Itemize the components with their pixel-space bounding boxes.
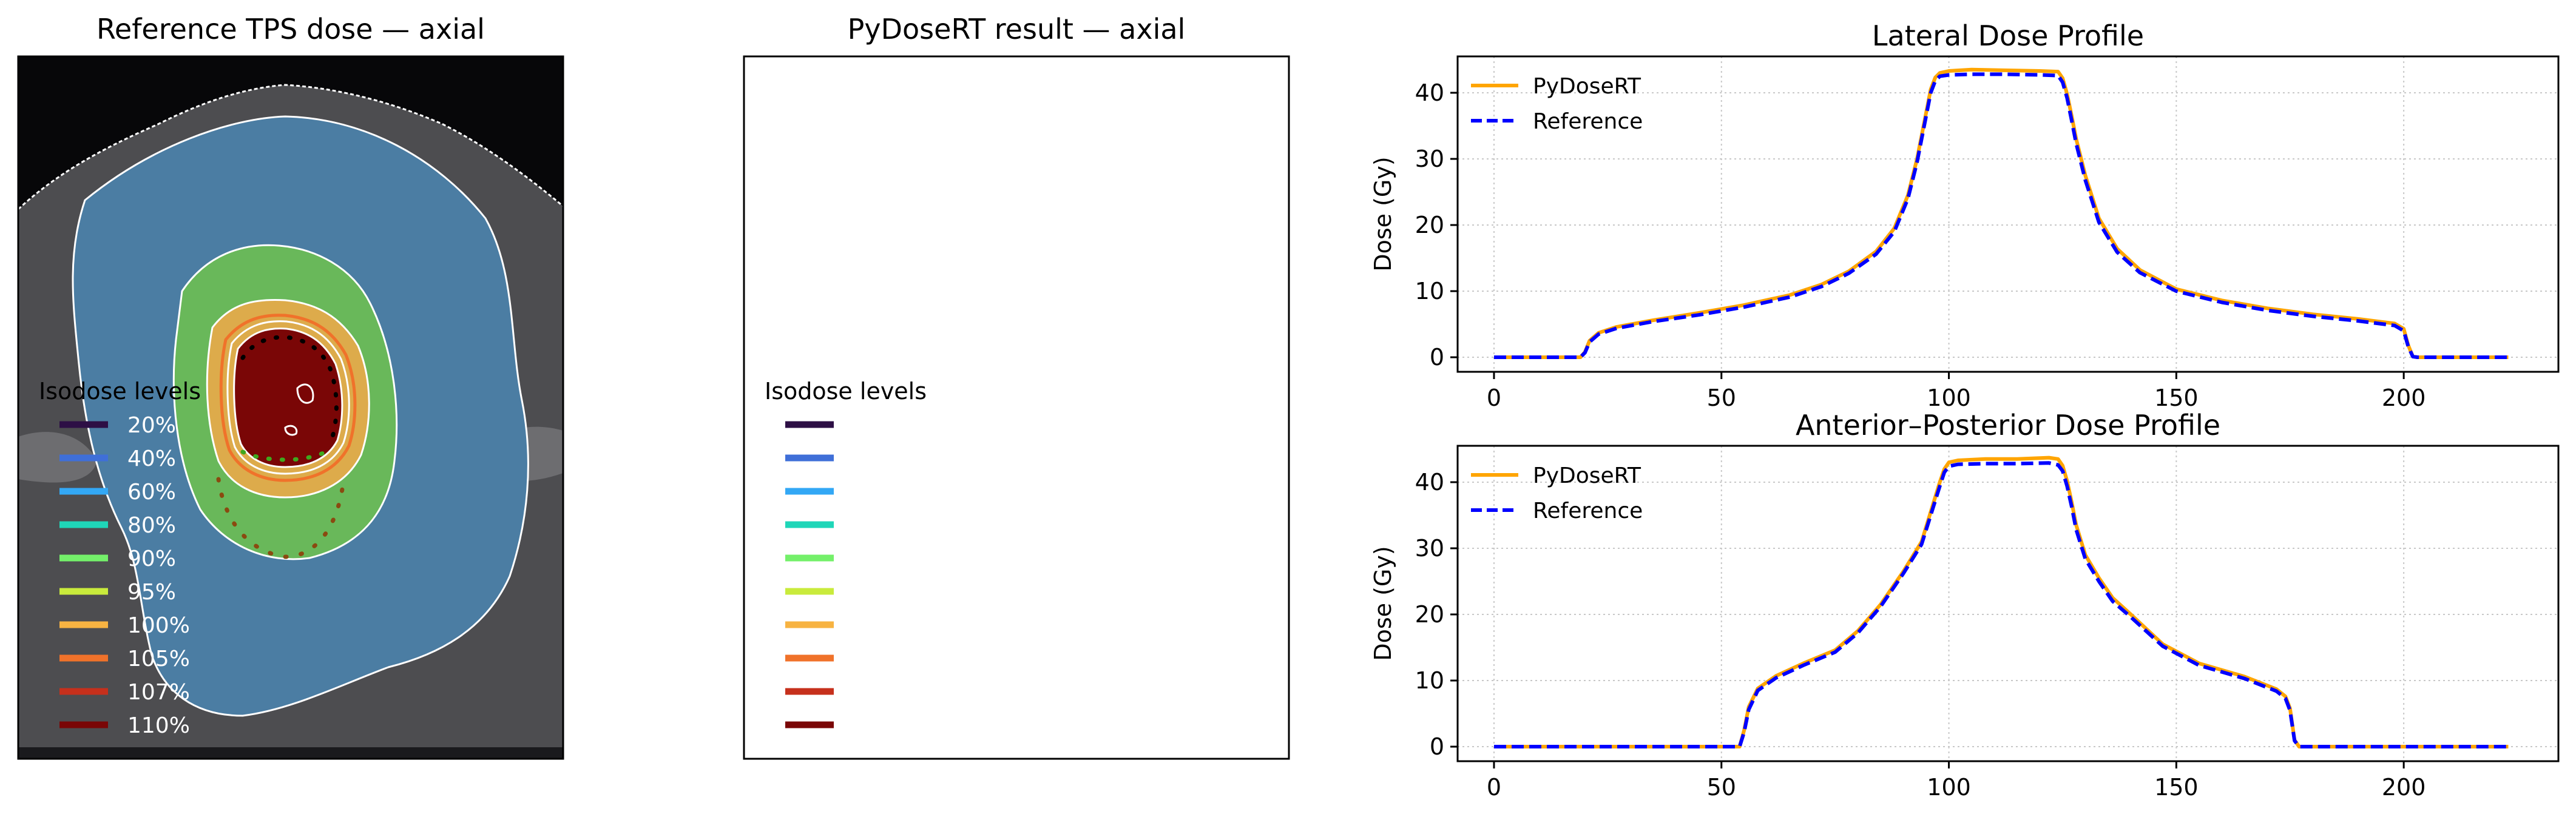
x-tick-label: 50 [1707,774,1736,801]
y-axis-label: Dose (Gy) [1370,156,1396,271]
isodose-legend: Isodose levels 20% 40% 60% 80% 90% 95% 100% 105%… [765,378,927,738]
x-tick-label: 50 [1707,385,1736,411]
isodose-label-105: 105% [853,647,916,671]
isodose-label-100: 100% [127,613,190,638]
series-group [1494,456,2509,748]
series-line-pydosert [1494,67,2509,359]
x-tick-label: 0 [1487,774,1501,801]
isodose-label-110: 110% [127,713,190,738]
y-tick-label: 20 [1415,212,1444,238]
x-tick-label: 200 [2382,385,2426,411]
isodose-label-105: 105% [127,647,190,671]
isodose-107-contour [226,320,350,475]
ct-bone-right [1205,427,1289,482]
isodose-label-100: 100% [853,613,916,638]
structure-dots-brown [216,477,345,559]
ct-background [744,56,1289,759]
isodose-legend-title: Isodose levels [39,378,201,405]
isodose-110-region [960,329,1068,467]
series-line-pydosert [1494,456,2509,748]
isodose-label-107: 107% [853,680,916,705]
y-axis-label: Dose (Gy) [1370,546,1396,661]
legend-label-reference: Reference [1533,109,1643,134]
isodose-label-90: 90% [127,546,176,571]
y-tick-label: 10 [1415,278,1444,304]
isodose-label-80: 80% [853,513,902,538]
plot-frame [1456,445,2560,762]
hotspot-contour-2 [284,425,298,436]
y-tick-label: 0 [1430,344,1444,371]
y-tick-label: 0 [1430,733,1444,760]
isodose-label-40: 40% [853,446,902,471]
skin-contour [744,85,1289,209]
isodose-105-contour [219,314,357,482]
x-tick-label: 150 [2154,774,2199,801]
series-line-reference [1494,461,2509,748]
ct-bone-left [18,432,97,483]
lateral-profile-chart: Lateral Dose Profile 0 50 100 150 200 0 10 20 30 4… [1370,19,2560,411]
isodose-label-20: 20% [127,413,176,438]
x-tick-label: 200 [2382,774,2426,801]
target-dots-black [240,335,339,439]
isodose-legend-title: Isodose levels [765,378,927,405]
isodose-107-contour [953,321,1075,474]
dose-wash-high [933,300,1095,497]
isodose-label-60: 60% [127,480,176,505]
series-group [1494,67,2509,359]
pydosert-panel-frame [743,55,1290,760]
pydosert-panel-title: PyDoseRT result — axial [848,13,1186,45]
isodose-label-60: 60% [853,480,902,505]
isodose-label-95: 95% [127,580,176,605]
reference-axial-panel: Reference TPS dose — axial Isodose level… [17,13,564,760]
y-tick-label: 30 [1415,146,1444,172]
y-tick-label: 40 [1415,469,1444,496]
target-dots-green [969,337,1062,460]
target-dots-green [240,446,335,462]
x-tick-label: 100 [1927,385,1971,411]
y-tick-label: 30 [1415,535,1444,562]
legend-label-pydosert: PyDoseRT [1533,463,1641,488]
y-tick-label: 20 [1415,601,1444,628]
series-line-reference [1494,72,2509,359]
isodose-label-110: 110% [853,713,916,738]
isodose-label-107: 107% [127,680,190,705]
x-tick-label: 0 [1487,385,1501,411]
isodose-label-95: 95% [853,580,902,605]
dose-wash-mid [899,245,1122,559]
isodose-legend: Isodose levels 20% 40% 60% 80% 90% 95% 100% 105%… [39,378,201,738]
x-tick-label: 150 [2154,385,2199,411]
pydosert-axial-panel: PyDoseRT result — axial Isodose levels 20… [743,13,1290,760]
chart-title: Lateral Dose Profile [1872,19,2144,52]
plot-frame [1456,55,2560,373]
x-tick-label: 100 [1927,774,1971,801]
y-tick-label: 10 [1415,667,1444,694]
isodose-label-80: 80% [127,513,176,538]
isodose-label-40: 40% [127,446,176,471]
legend-label-reference: Reference [1533,499,1643,523]
reference-panel-title: Reference TPS dose — axial [96,13,485,45]
chart-title: Anterior–Posterior Dose Profile [1796,409,2220,442]
structure-dots-brown [944,479,1069,557]
skin-contour [18,84,563,210]
isodose-110-region [233,328,343,468]
isodose-label-90: 90% [853,546,902,571]
reference-panel-frame [17,55,564,760]
isodose-label-20: 20% [853,413,902,438]
hotspot-contour-1 [296,383,314,404]
legend-label-pydosert: PyDoseRT [1533,74,1641,99]
ct-bottom-band [18,747,563,759]
isodose-105-contour [947,315,1081,480]
y-tick-label: 40 [1415,79,1444,106]
ct-bottom-band [744,747,1289,759]
